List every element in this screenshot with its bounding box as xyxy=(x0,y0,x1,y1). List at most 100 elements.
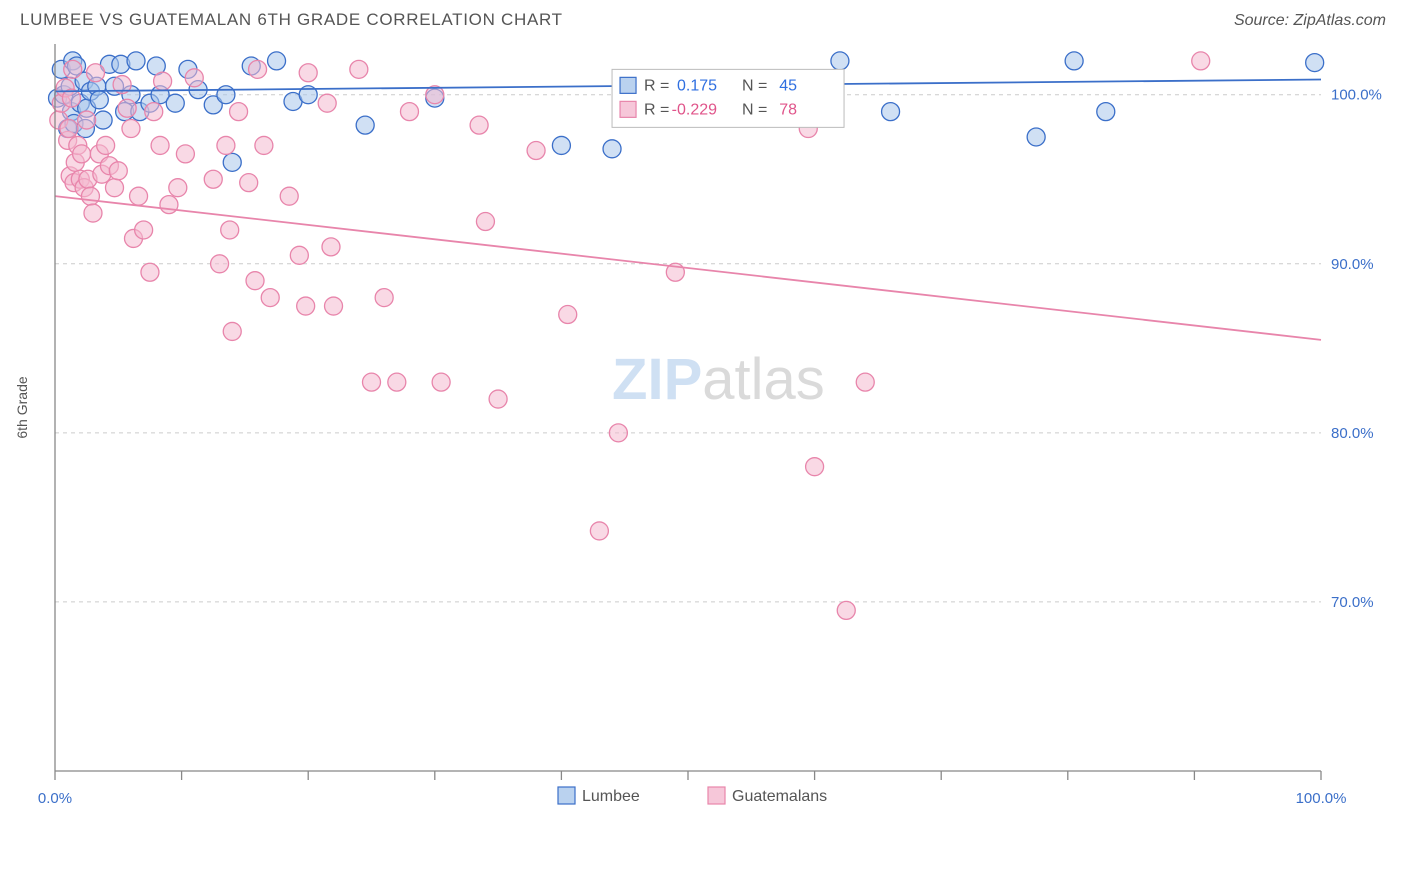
guatemalans-point xyxy=(73,145,91,163)
lumbee-point xyxy=(356,116,374,134)
guatemalans-point xyxy=(261,289,279,307)
guatemalans-R-value: -0.229 xyxy=(672,101,717,118)
guatemalans-point xyxy=(118,99,136,117)
guatemalans-point xyxy=(476,213,494,231)
legend-lumbee-swatch xyxy=(558,787,575,804)
guatemalans-point xyxy=(806,458,824,476)
guatemalans-point xyxy=(609,424,627,442)
x-tick-label: 100.0% xyxy=(1296,790,1347,807)
lumbee-point xyxy=(831,52,849,70)
guatemalans-point xyxy=(299,64,317,82)
guatemalans-point xyxy=(1192,52,1210,70)
guatemalans-point xyxy=(249,60,267,78)
guatemalans-point xyxy=(160,196,178,214)
chart-svg: ZIPatlas 0.0% 100.0% 70.0% 80.0% 90.0% 100.0% 6… xyxy=(0,36,1406,881)
guatemalans-point xyxy=(84,204,102,222)
lumbee-point xyxy=(1065,52,1083,70)
guatemalans-point xyxy=(280,187,298,205)
guatemalans-swatch xyxy=(620,101,636,117)
guatemalans-point xyxy=(154,72,172,90)
guatemalans-point xyxy=(122,120,140,138)
lumbee-point xyxy=(603,140,621,158)
guatemalans-point xyxy=(400,103,418,121)
legend-lumbee-label: Lumbee xyxy=(582,788,640,805)
guatemalans-trendline xyxy=(55,196,1321,340)
y-tick-label: 100.0% xyxy=(1331,87,1382,104)
guatemalans-point xyxy=(169,179,187,197)
legend-guatemalans-swatch xyxy=(708,787,725,804)
watermark: ZIPatlas xyxy=(612,347,825,412)
guatemalans-point xyxy=(81,187,99,205)
guatemalans-point xyxy=(109,162,127,180)
guatemalans-point xyxy=(375,289,393,307)
guatemalans-point xyxy=(297,297,315,315)
guatemalans-point xyxy=(204,170,222,188)
guatemalans-point xyxy=(432,373,450,391)
guatemalans-point xyxy=(176,145,194,163)
lumbee-N-value: 45 xyxy=(779,77,797,94)
guatemalans-point xyxy=(290,246,308,264)
lumbee-point xyxy=(268,52,286,70)
guatemalans-R-label: R = xyxy=(644,101,669,118)
guatemalans-point xyxy=(97,136,115,154)
y-tick-label: 70.0% xyxy=(1331,594,1374,611)
guatemalans-point xyxy=(223,322,241,340)
x-tick-label: 0.0% xyxy=(38,790,72,807)
guatemalans-point xyxy=(489,390,507,408)
guatemalans-point xyxy=(240,174,258,192)
guatemalans-point xyxy=(141,263,159,281)
guatemalans-N-value: 78 xyxy=(779,101,797,118)
guatemalans-point xyxy=(217,136,235,154)
lumbee-point xyxy=(166,94,184,112)
guatemalans-point xyxy=(185,69,203,87)
guatemalans-point xyxy=(230,103,248,121)
guatemalans-N-label: N = xyxy=(742,101,767,118)
guatemalans-point xyxy=(221,221,239,239)
guatemalans-point xyxy=(106,179,124,197)
guatemalans-point xyxy=(350,60,368,78)
lumbee-point xyxy=(1027,128,1045,146)
y-tick-label: 90.0% xyxy=(1331,256,1374,273)
chart-area: ZIPatlas 0.0% 100.0% 70.0% 80.0% 90.0% 100.0% 6… xyxy=(0,36,1406,884)
guatemalans-point xyxy=(837,601,855,619)
guatemalans-point xyxy=(60,120,78,138)
lumbee-point xyxy=(127,52,145,70)
guatemalans-point xyxy=(211,255,229,273)
guatemalans-point xyxy=(470,116,488,134)
guatemalans-point xyxy=(590,522,608,540)
guatemalans-point xyxy=(856,373,874,391)
guatemalans-point xyxy=(64,60,82,78)
guatemalans-point xyxy=(318,94,336,112)
lumbee-N-label: N = xyxy=(742,77,767,94)
guatemalans-point xyxy=(255,136,273,154)
guatemalans-point xyxy=(388,373,406,391)
lumbee-point xyxy=(882,103,900,121)
guatemalans-point xyxy=(130,187,148,205)
lumbee-point xyxy=(552,136,570,154)
guatemalans-point xyxy=(325,297,343,315)
lumbee-swatch xyxy=(620,77,636,93)
legend-guatemalans-label: Guatemalans xyxy=(732,788,827,805)
guatemalans-point xyxy=(151,136,169,154)
guatemalans-point xyxy=(322,238,340,256)
guatemalans-point xyxy=(559,306,577,324)
lumbee-point xyxy=(1097,103,1115,121)
chart-title: LUMBEE VS GUATEMALAN 6TH GRADE CORRELATI… xyxy=(20,10,563,30)
guatemalans-point xyxy=(527,142,545,160)
y-tick-label: 80.0% xyxy=(1331,425,1374,442)
lumbee-R-label: R = xyxy=(644,77,669,94)
lumbee-R-value: 0.175 xyxy=(677,77,717,94)
lumbee-point xyxy=(94,111,112,129)
guatemalans-point xyxy=(87,64,105,82)
lumbee-point xyxy=(223,153,241,171)
source-label: Source: ZipAtlas.com xyxy=(1234,12,1386,30)
guatemalans-point xyxy=(246,272,264,290)
guatemalans-point xyxy=(145,103,163,121)
guatemalans-point xyxy=(78,111,96,129)
lumbee-point xyxy=(217,86,235,104)
guatemalans-point xyxy=(363,373,381,391)
lumbee-point xyxy=(1306,54,1324,72)
guatemalans-point xyxy=(135,221,153,239)
lumbee-point xyxy=(90,91,108,109)
y-axis-label: 6th Grade xyxy=(14,376,30,438)
